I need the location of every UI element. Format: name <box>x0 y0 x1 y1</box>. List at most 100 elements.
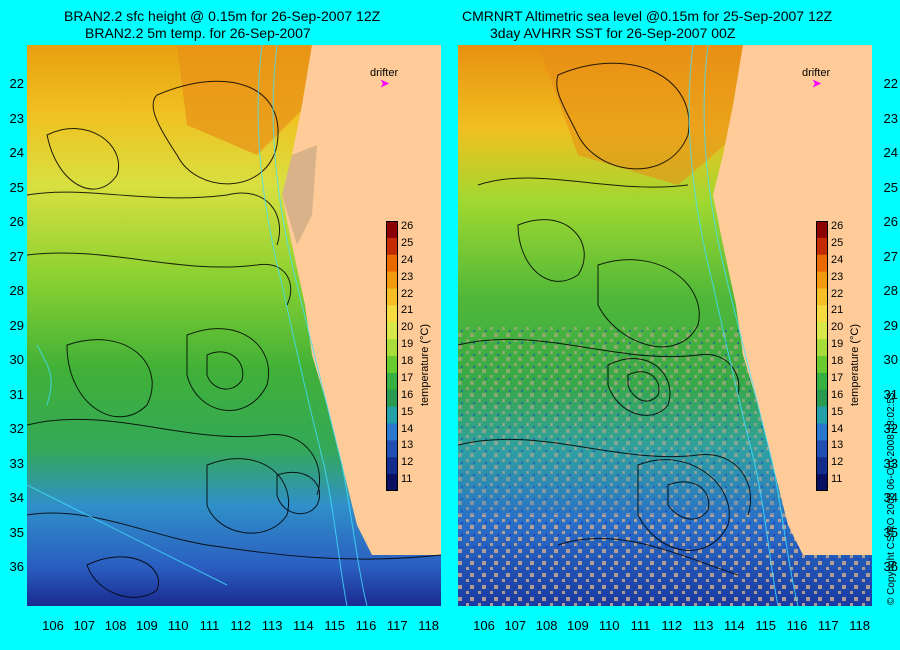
left-latitude-label: 26 <box>9 214 24 229</box>
right-colorbar-swatch <box>816 288 828 306</box>
right-longitude-label: 115 <box>755 618 777 633</box>
right-colorbar-tick: 18 <box>831 355 844 367</box>
right-longitude-label: 117 <box>817 618 839 633</box>
left-longitude-label: 109 <box>136 618 158 633</box>
right-latitude-label: 34 <box>883 490 898 505</box>
left-longitude-label: 106 <box>42 618 64 633</box>
left-colorbar-swatch <box>386 339 398 357</box>
left-map-image <box>27 45 441 606</box>
right-title-line1: CMRNRT Altimetric sea level @0.15m for 2… <box>462 8 833 24</box>
right-drifter-label: drifter <box>802 67 831 79</box>
left-longitude-label: 116 <box>355 618 377 633</box>
right-longitude-label: 107 <box>504 618 527 633</box>
right-longitude-label: 111 <box>630 618 651 633</box>
right-colorbar-swatch <box>816 254 828 273</box>
right-longitude-label: 113 <box>692 618 714 633</box>
left-longitude-label: 113 <box>261 618 283 633</box>
left-colorbar-swatch <box>386 322 398 340</box>
left-colorbar-swatch <box>386 440 398 458</box>
left-colorbar-tick: 17 <box>401 371 414 384</box>
left-colorbar-tick: 15 <box>401 405 414 418</box>
right-latitude-label: 36 <box>883 559 898 574</box>
right-colorbar-tick: 22 <box>831 287 844 300</box>
right-longitude-label: 109 <box>567 618 589 633</box>
left-colorbar-swatch <box>386 271 398 289</box>
right-latitude-label: 35 <box>883 524 898 540</box>
left-colorbar-tick: 18 <box>401 355 414 367</box>
copyright-notice: © Copyright CSIRO 2008 06-Oct-2008 18:02… <box>886 392 897 606</box>
left-colorbar-tick: 25 <box>401 236 414 249</box>
left-colorbar-swatch <box>386 237 398 256</box>
left-latitude-label: 30 <box>9 352 24 367</box>
left-colorbar <box>386 221 398 496</box>
left-map-panel <box>27 45 441 606</box>
right-colorbar-swatch <box>816 457 828 475</box>
left-colorbar-swatch <box>386 305 398 323</box>
left-colorbar-tick: 21 <box>401 304 414 317</box>
left-colorbar-swatch <box>386 474 398 492</box>
left-longitude-label: 115 <box>324 618 346 633</box>
left-colorbar-tick: 22 <box>401 287 414 300</box>
right-drifter-icon: ➤ <box>812 78 822 90</box>
right-latitude-label: 32 <box>883 421 898 436</box>
right-latitude-label: 30 <box>883 352 898 367</box>
left-colorbar-swatches <box>386 221 398 492</box>
right-latitude-label: 22 <box>883 76 898 91</box>
left-colorbar-tick: 20 <box>401 321 414 334</box>
left-latitude-label: 23 <box>9 110 24 126</box>
right-colorbar-swatch <box>816 356 828 374</box>
right-colorbar-ticks: 26 25 24 23 22 21 20 19 18 17 16 15 14 13 12 11 <box>831 221 843 491</box>
left-latitude-label: 27 <box>9 248 24 264</box>
right-latitude-label: 24 <box>883 145 898 160</box>
left-drifter-icon: ➤ <box>380 78 390 90</box>
right-colorbar-tick: 23 <box>831 270 844 283</box>
left-colorbar-swatch <box>386 356 398 374</box>
right-colorbar-tick: 14 <box>831 422 844 435</box>
left-colorbar-tick: 11 <box>401 473 413 486</box>
right-colorbar-tick: 26 <box>831 220 844 232</box>
right-colorbar-tick: 17 <box>831 371 844 384</box>
right-latitude-label: 33 <box>883 455 898 471</box>
left-latitude-label: 35 <box>9 524 24 540</box>
right-longitude-label: 106 <box>473 618 495 633</box>
left-colorbar-tick: 19 <box>401 338 414 351</box>
left-colorbar-swatch <box>386 372 398 391</box>
left-colorbar-tick: 16 <box>401 388 414 401</box>
right-colorbar-swatch <box>816 237 828 256</box>
right-longitude-label: 114 <box>724 618 745 633</box>
right-land <box>713 45 872 555</box>
right-colorbar-swatch <box>816 322 828 340</box>
right-latitude-label: 28 <box>883 283 898 298</box>
left-latitude-label: 25 <box>9 179 24 195</box>
right-colorbar-tick: 11 <box>831 473 843 486</box>
left-latitude-label: 29 <box>9 317 24 333</box>
right-colorbar <box>816 221 828 496</box>
right-map-image <box>458 45 872 606</box>
left-colorbar-label: temperature (°C) <box>419 323 431 406</box>
right-colorbar-label: temperature (°C) <box>849 323 861 406</box>
right-colorbar-swatch <box>816 423 828 441</box>
left-title-line2: BRAN2.2 5m temp. for 26-Sep-2007 <box>85 25 311 41</box>
left-longitude-label: 117 <box>386 618 408 633</box>
left-land <box>282 45 441 555</box>
left-colorbar-swatch <box>386 406 398 424</box>
left-longitude-label: 118 <box>418 618 439 633</box>
right-colorbar-swatch <box>816 440 828 458</box>
right-colorbar-swatches <box>816 221 828 492</box>
right-latitude-label: 29 <box>883 317 898 333</box>
left-colorbar-swatch <box>386 221 398 239</box>
right-colorbar-swatch <box>816 221 828 239</box>
left-longitude-label: 112 <box>230 618 252 633</box>
right-latitude-label: 25 <box>883 179 898 195</box>
left-colorbar-tick: 14 <box>401 422 414 435</box>
right-latitude-label: 26 <box>883 214 898 229</box>
right-longitude-label: 108 <box>535 618 558 633</box>
right-colorbar-swatch <box>816 339 828 357</box>
left-longitude-label: 111 <box>199 618 220 633</box>
right-longitude-label: 116 <box>786 618 808 633</box>
right-colorbar-swatch <box>816 372 828 391</box>
right-colorbar-swatch <box>816 271 828 289</box>
left-longitude-label: 107 <box>73 618 96 633</box>
right-colorbar-tick: 21 <box>831 304 844 317</box>
left-colorbar-swatch <box>386 423 398 441</box>
